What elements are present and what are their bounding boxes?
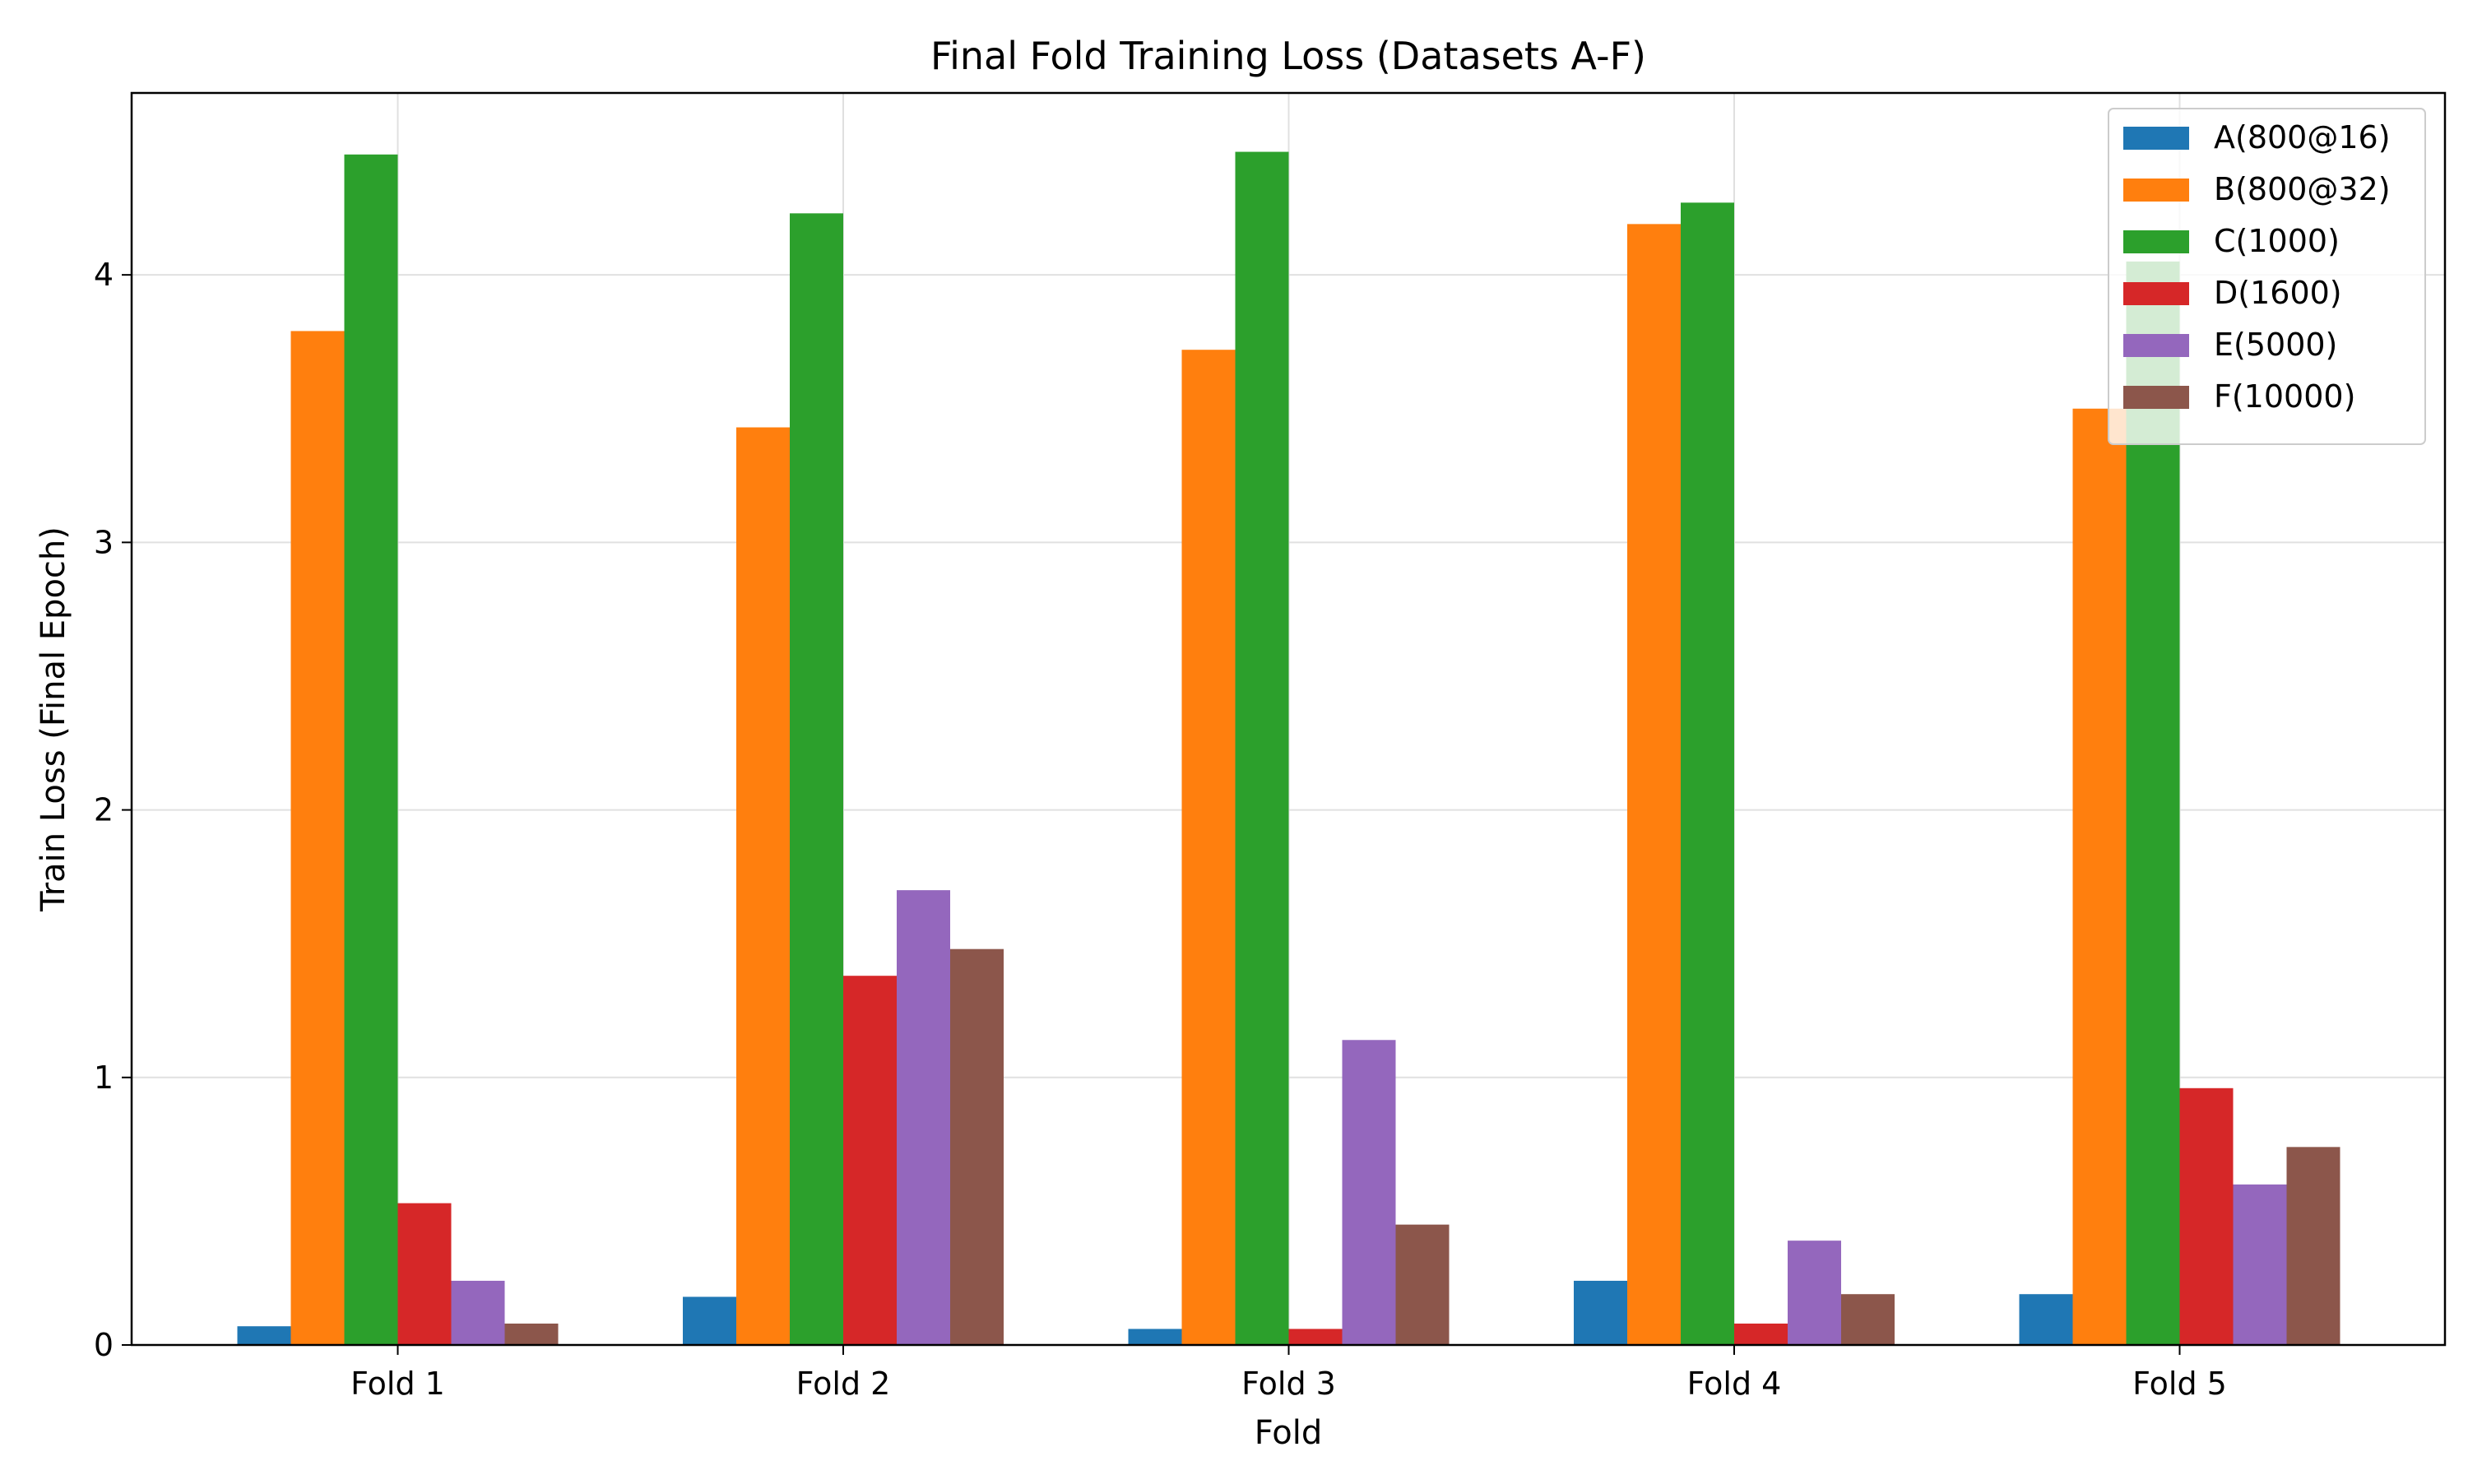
bar — [2286, 1147, 2340, 1345]
bar — [736, 427, 790, 1345]
bar — [2179, 1087, 2234, 1345]
legend-label: A(800@16) — [2214, 119, 2391, 155]
bar — [950, 948, 1004, 1345]
legend-label: D(1600) — [2214, 275, 2342, 311]
bar — [2072, 408, 2127, 1345]
bar — [2233, 1184, 2287, 1345]
bar — [1788, 1241, 1841, 1345]
legend-swatch — [2123, 334, 2189, 357]
bar — [237, 1326, 291, 1345]
bar — [451, 1280, 505, 1345]
bar — [1181, 350, 1236, 1346]
legend-label: C(1000) — [2214, 223, 2340, 259]
bar — [683, 1296, 736, 1345]
bar — [504, 1323, 559, 1345]
y-tick-label: 0 — [94, 1327, 114, 1363]
bar — [1574, 1280, 1627, 1345]
ticks-layer: 0 1 2 3 4 Fold 1 Fold 2 Fold 3 Fold 4 Fold 5 — [94, 257, 2227, 1402]
legend-swatch — [2123, 127, 2189, 150]
bar — [1288, 1329, 1343, 1345]
x-tick-label: Fold 3 — [1241, 1366, 1336, 1402]
bar — [1734, 1323, 1788, 1345]
bar — [397, 1203, 452, 1345]
bar — [1841, 1294, 1895, 1345]
chart-title: Final Fold Training Loss (Datasets A-F) — [930, 34, 1646, 78]
y-tick-label: 3 — [94, 524, 114, 560]
legend-label: B(800@32) — [2214, 171, 2391, 207]
legend-swatch — [2123, 179, 2189, 202]
bar — [843, 976, 897, 1345]
y-axis-title: Train Loss (Final Epoch) — [35, 526, 72, 912]
bar — [1128, 1329, 1182, 1345]
bar — [2019, 1294, 2073, 1345]
bar — [1342, 1040, 1396, 1345]
bar — [344, 154, 398, 1345]
bar — [290, 331, 345, 1345]
bar — [1235, 151, 1289, 1346]
y-tick-label: 4 — [94, 257, 114, 293]
bar — [790, 213, 843, 1345]
legend-swatch — [2123, 386, 2189, 409]
legend: A(800@16) B(800@32) C(1000) D(1600) E(5000) F… — [2108, 108, 2426, 445]
bar — [1627, 224, 1681, 1345]
legend-label: F(10000) — [2214, 378, 2355, 415]
x-axis-title: Fold — [1255, 1414, 1323, 1452]
legend-swatch — [2123, 230, 2189, 253]
y-tick-label: 2 — [94, 792, 114, 828]
bar — [897, 890, 950, 1345]
x-tick-label: Fold 4 — [1687, 1366, 1782, 1402]
y-tick-label: 1 — [94, 1060, 114, 1096]
legend-swatch — [2123, 282, 2189, 305]
x-tick-label: Fold 2 — [796, 1366, 891, 1402]
bar — [1681, 202, 1734, 1345]
legend-label: E(5000) — [2214, 327, 2337, 363]
bars-layer — [237, 151, 2340, 1346]
bar — [1395, 1224, 1450, 1345]
x-tick-label: Fold 1 — [350, 1366, 445, 1402]
x-tick-label: Fold 5 — [2132, 1366, 2227, 1402]
